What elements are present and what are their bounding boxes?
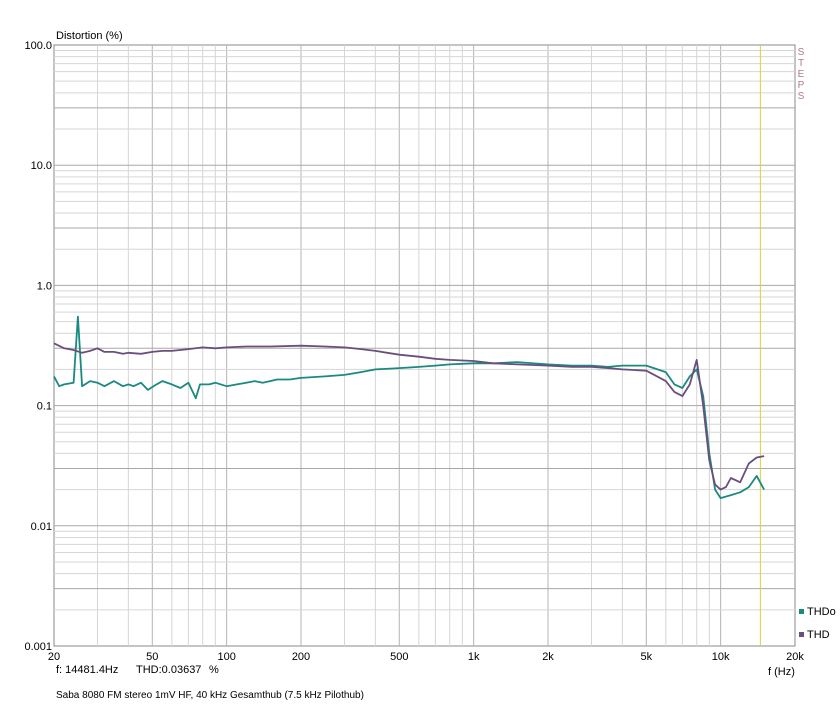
- chart-caption: Saba 8080 FM stereo 1mV HF, 40 kHz Gesam…: [56, 690, 364, 701]
- y-tick-label: 0.1: [37, 401, 52, 413]
- data-series: [53, 315, 765, 499]
- legend-swatch: [799, 609, 804, 614]
- y-tick-label: 0.001: [24, 641, 52, 653]
- legend: THDo THD: [799, 606, 836, 641]
- x-tick-label: 2k: [542, 651, 554, 663]
- legend-label: THD: [807, 629, 830, 641]
- y-tick-label: 10.0: [31, 160, 52, 172]
- steps-letter: T: [798, 58, 804, 69]
- x-tick-label: 1k: [468, 651, 480, 663]
- y-tick-label: 0.01: [31, 521, 52, 533]
- x-tick-label: 50: [146, 651, 158, 663]
- chart-grid: [53, 44, 796, 647]
- plot-area: [53, 44, 796, 647]
- y-axis-label: Distortion (%): [56, 30, 123, 42]
- x-axis-label: f (Hz): [768, 666, 795, 678]
- legend-label: THDo: [807, 606, 836, 618]
- y-tick-label: 1.0: [37, 280, 52, 292]
- legend-swatch: [799, 632, 804, 637]
- steps-letter: S: [798, 47, 805, 58]
- x-tick-label: 5k: [640, 651, 652, 663]
- series-line-thdo: [53, 315, 765, 499]
- x-tick-label: 20: [48, 651, 60, 663]
- steps-letter: E: [798, 69, 805, 80]
- x-tick-label: 200: [292, 651, 310, 663]
- x-tick-label: 20k: [786, 651, 804, 663]
- x-tick-label: 10k: [712, 651, 730, 663]
- cursor-frequency-readout: f: 14481.4Hz: [56, 664, 119, 676]
- y-tick-label: 100.0: [24, 40, 52, 52]
- cursor-unit-readout: %: [209, 664, 219, 676]
- cursor-thd-readout: THD:0.03637: [136, 664, 202, 676]
- x-tick-label: 500: [390, 651, 408, 663]
- x-tick-label: 100: [217, 651, 235, 663]
- series-line-thd: [53, 342, 765, 491]
- steps-letter: P: [798, 80, 805, 91]
- steps-letter: S: [798, 91, 805, 102]
